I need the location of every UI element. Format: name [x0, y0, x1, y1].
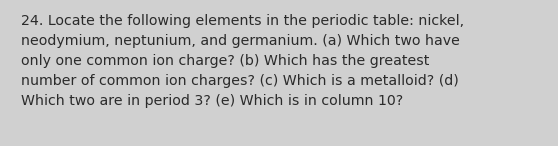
Text: 24. Locate the following elements in the periodic table: nickel,
neodymium, nept: 24. Locate the following elements in the…	[21, 13, 464, 108]
